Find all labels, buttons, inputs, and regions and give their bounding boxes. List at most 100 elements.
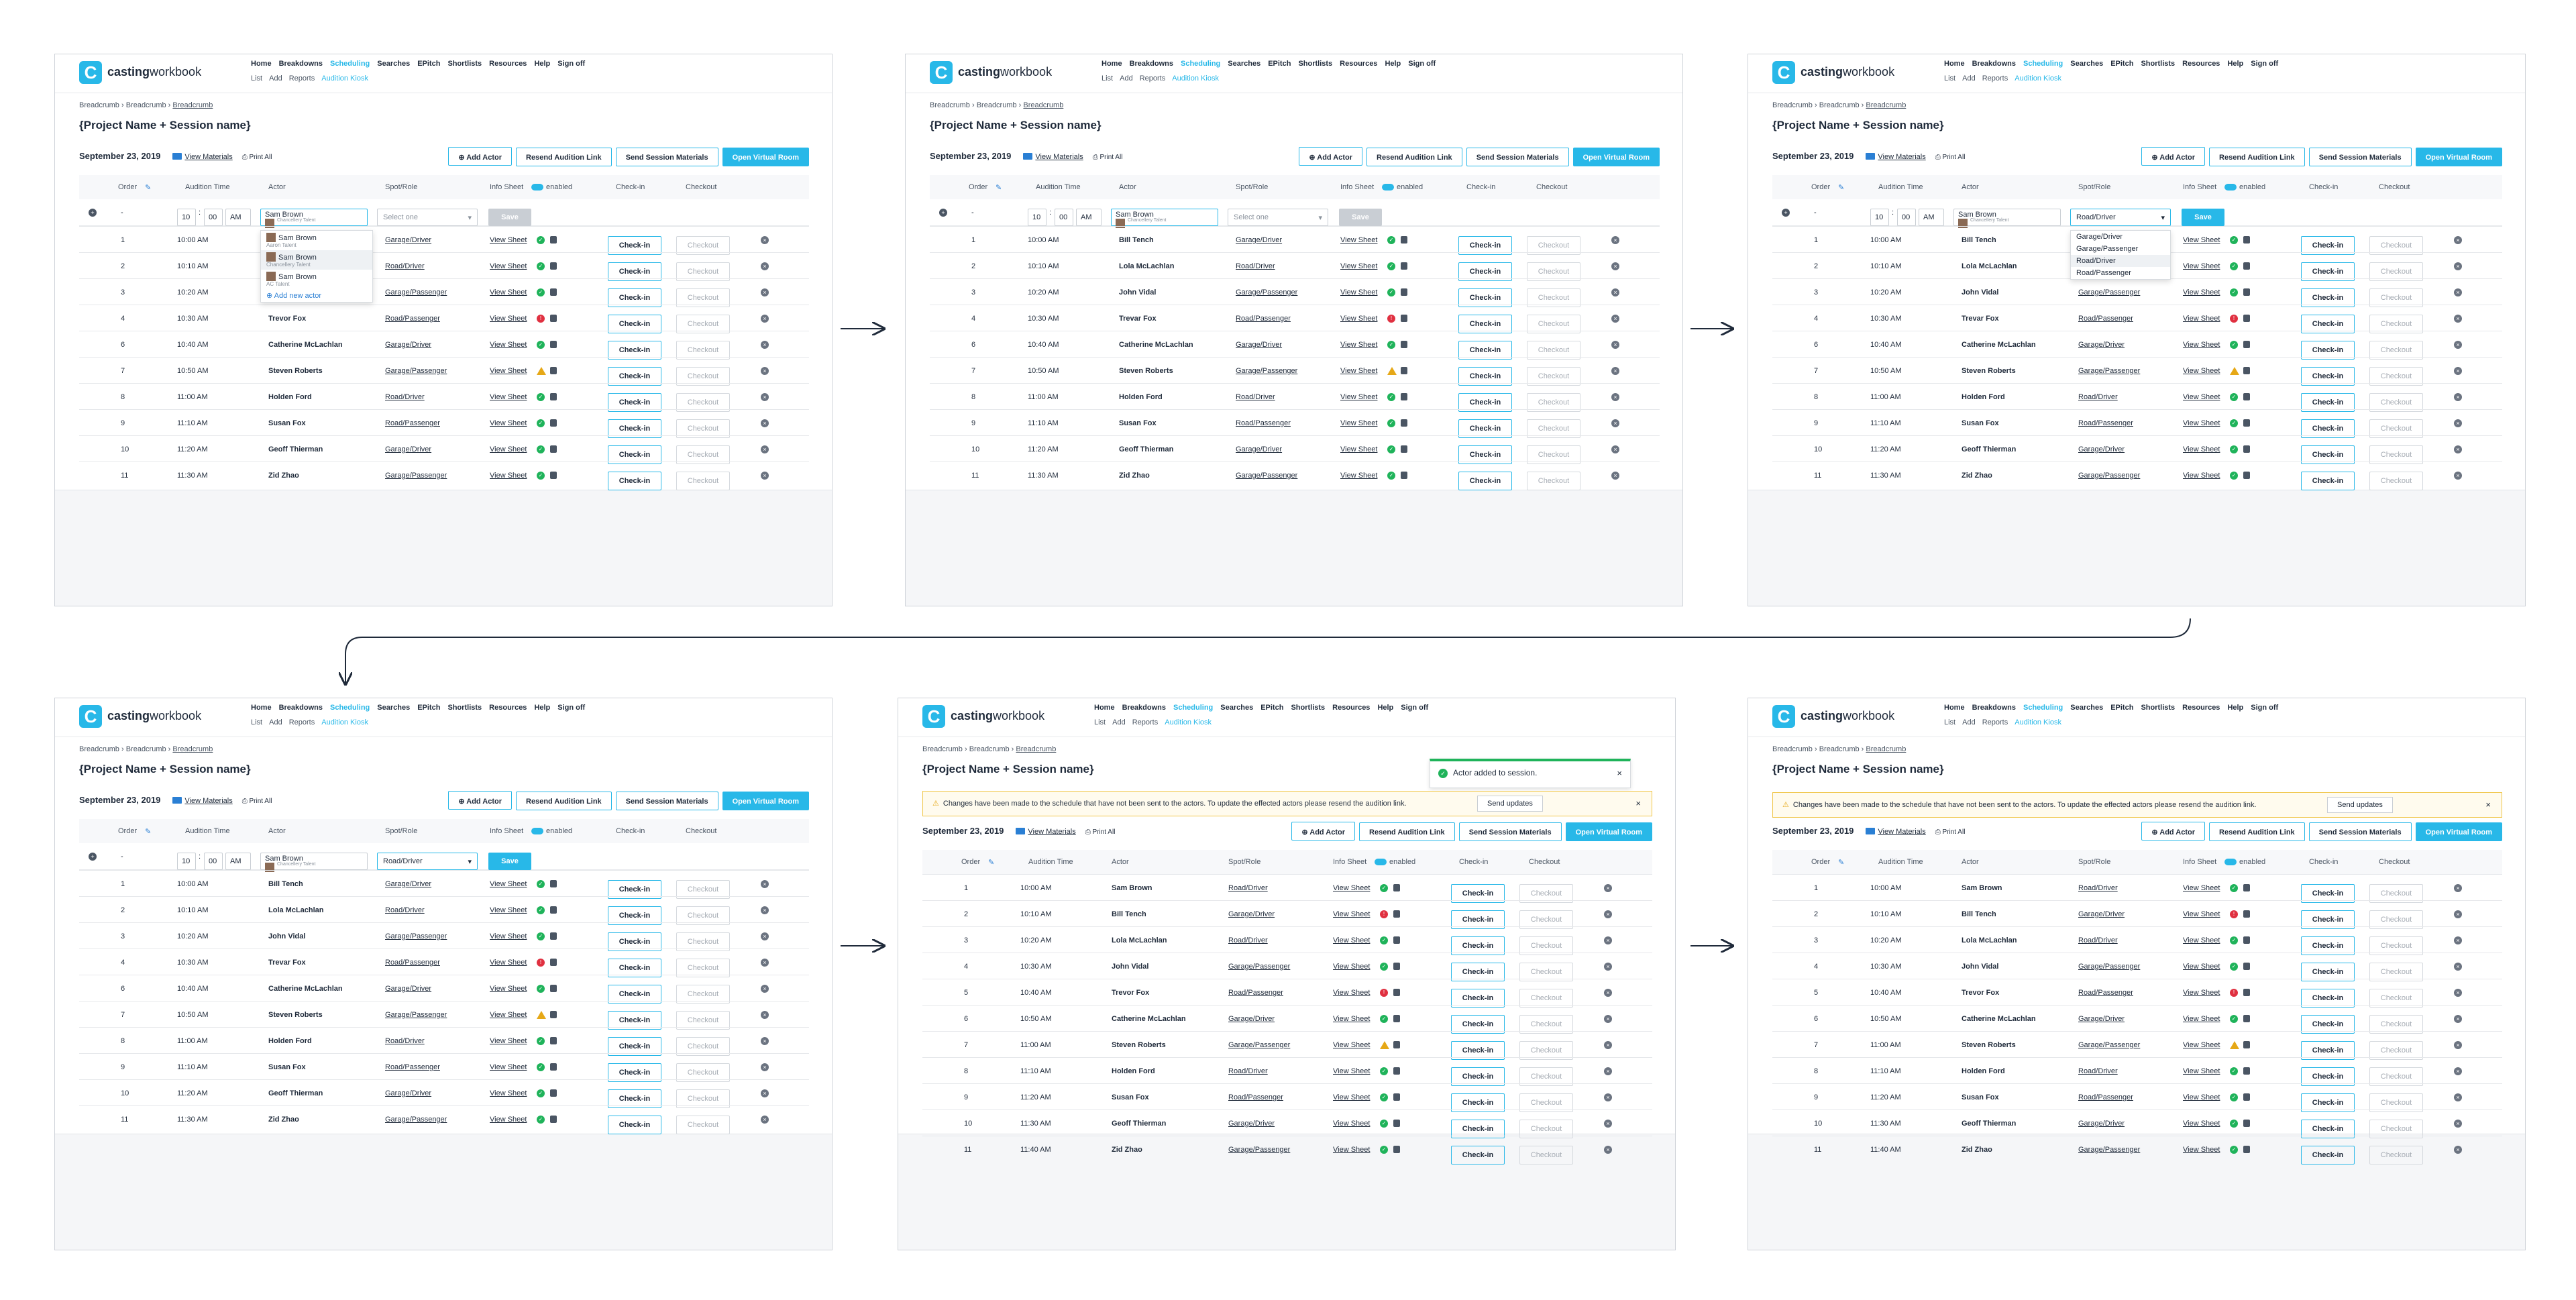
check-in-button[interactable]: Check-in [2301, 1041, 2355, 1060]
breadcrumb-item[interactable]: Breadcrumb [1023, 101, 1064, 109]
view-sheet-link[interactable]: View Sheet [1340, 393, 1378, 401]
view-sheet-link[interactable]: View Sheet [1340, 288, 1378, 296]
view-sheet-link[interactable]: View Sheet [1333, 884, 1371, 892]
send-session-materials-button[interactable]: Send Session Materials [1466, 148, 1569, 166]
pencil-icon[interactable]: ✎ [996, 184, 1002, 192]
row-spot-role[interactable]: Road/Passenger [385, 1063, 440, 1071]
row-actor[interactable]: Zid Zhao [1119, 472, 1150, 480]
check-in-button[interactable]: Check-in [608, 393, 661, 412]
remove-icon[interactable]: × [2454, 445, 2462, 453]
row-spot-role[interactable]: Garage/Passenger [2078, 472, 2141, 480]
print-icon[interactable] [550, 1116, 557, 1123]
actor-search-input[interactable]: Sam Brown Chancellery Talent [1111, 209, 1218, 228]
print-icon[interactable] [2243, 472, 2250, 479]
remove-icon[interactable]: × [761, 315, 769, 323]
close-icon[interactable]: × [2485, 800, 2491, 810]
print-icon[interactable] [550, 1011, 557, 1018]
subnav-list[interactable]: List [1944, 74, 1956, 83]
check-in-button[interactable]: Check-in [1458, 236, 1512, 255]
print-icon[interactable] [1393, 936, 1400, 944]
check-in-button[interactable]: Check-in [2301, 472, 2355, 490]
nav-resources[interactable]: Resources [489, 704, 527, 712]
nav-resources[interactable]: Resources [2182, 60, 2220, 68]
remove-icon[interactable]: × [2454, 1015, 2462, 1023]
subnav-list[interactable]: List [1102, 74, 1114, 83]
breadcrumb-item[interactable]: Breadcrumb [1866, 101, 1907, 109]
pencil-icon[interactable]: ✎ [1838, 859, 1845, 867]
row-actor[interactable]: Lola McLachlan [1962, 936, 2017, 944]
print-icon[interactable] [1393, 1015, 1400, 1022]
row-spot-role[interactable]: Road/Passenger [385, 315, 440, 323]
view-sheet-link[interactable]: View Sheet [2183, 262, 2220, 270]
row-actor[interactable]: Geoff Thierman [1962, 445, 2017, 453]
row-actor[interactable]: Zid Zhao [1962, 472, 1992, 480]
remove-icon[interactable]: × [1611, 367, 1619, 375]
row-spot-role[interactable]: Road/Passenger [385, 959, 440, 967]
send-session-materials-button[interactable]: Send Session Materials [2308, 148, 2412, 166]
remove-icon[interactable]: × [2454, 1041, 2462, 1049]
row-spot-role[interactable]: Garage/Passenger [2078, 1146, 2141, 1154]
row-actor[interactable]: Geoff Thierman [1112, 1120, 1167, 1128]
print-icon[interactable] [2243, 341, 2250, 348]
minute-input[interactable]: 00 [1055, 209, 1073, 226]
breadcrumb-item[interactable]: Breadcrumb [79, 101, 119, 109]
view-sheet-link[interactable]: View Sheet [2183, 472, 2220, 480]
nav-scheduling[interactable]: Scheduling [2023, 704, 2063, 712]
print-icon[interactable] [550, 1037, 557, 1044]
remove-icon[interactable]: × [761, 1063, 769, 1071]
view-sheet-link[interactable]: View Sheet [2183, 341, 2220, 349]
row-spot-role[interactable]: Garage/Passenger [1236, 472, 1298, 480]
row-actor[interactable]: Bill Tench [1112, 910, 1146, 918]
row-actor[interactable]: Sam Brown [1112, 884, 1152, 892]
check-in-button[interactable]: Check-in [608, 959, 661, 977]
subnav-audition-kiosk[interactable]: Audition Kiosk [2015, 718, 2061, 726]
remove-icon[interactable]: × [761, 262, 769, 270]
row-actor[interactable]: Holden Ford [268, 393, 312, 401]
toggle-switch[interactable] [531, 828, 543, 834]
check-in-button[interactable]: Check-in [2301, 989, 2355, 1008]
check-in-button[interactable]: Check-in [608, 419, 661, 438]
print-icon[interactable] [1401, 236, 1407, 243]
print-icon[interactable] [1401, 367, 1407, 374]
print-icon[interactable] [1393, 1041, 1400, 1048]
subnav-list[interactable]: List [1094, 718, 1106, 726]
ampm-select[interactable]: AM [225, 209, 251, 226]
remove-icon[interactable]: × [2454, 910, 2462, 918]
nav-sign-off[interactable]: Sign off [557, 704, 586, 712]
role-select[interactable]: Select one ▾ [377, 209, 478, 226]
row-actor[interactable]: Steven Roberts [1112, 1041, 1166, 1049]
view-materials-link[interactable]: View Materials [1866, 153, 1926, 161]
subnav-add[interactable]: Add [1962, 718, 1976, 726]
print-icon[interactable] [2243, 989, 2250, 996]
row-spot-role[interactable]: Garage/Passenger [385, 1116, 447, 1124]
actor-search-input[interactable]: Sam Brown Chancellery Talent [260, 209, 368, 228]
breadcrumb-item[interactable]: Breadcrumb [1866, 745, 1907, 753]
subnav-reports[interactable]: Reports [288, 718, 315, 726]
nav-resources[interactable]: Resources [489, 60, 527, 68]
view-sheet-link[interactable]: View Sheet [2183, 1041, 2220, 1049]
resend-audition-link-button[interactable]: Resend Audition Link [516, 792, 612, 810]
nav-help[interactable]: Help [1385, 60, 1401, 68]
row-spot-role[interactable]: Garage/Passenger [2078, 367, 2141, 375]
check-in-button[interactable]: Check-in [608, 985, 661, 1004]
row-actor[interactable]: Steven Roberts [1962, 367, 2016, 375]
view-sheet-link[interactable]: View Sheet [490, 341, 527, 349]
check-in-button[interactable]: Check-in [2301, 1120, 2355, 1138]
print-icon[interactable] [1393, 1120, 1400, 1127]
actor-option[interactable]: Sam Brown Chancellery Talent [261, 250, 372, 270]
resend-audition-link-button[interactable]: Resend Audition Link [1359, 822, 1455, 841]
print-icon[interactable] [2243, 884, 2250, 891]
pencil-icon[interactable]: ✎ [988, 859, 995, 867]
remove-icon[interactable]: × [1604, 1120, 1612, 1128]
add-row-icon[interactable]: + [939, 209, 947, 217]
nav-shortlists[interactable]: Shortlists [2141, 60, 2176, 68]
nav-shortlists[interactable]: Shortlists [2141, 704, 2176, 712]
view-sheet-link[interactable]: View Sheet [2183, 936, 2220, 944]
subnav-reports[interactable]: Reports [288, 74, 315, 83]
role-select[interactable]: Road/Driver ▾ [377, 853, 478, 870]
remove-icon[interactable]: × [761, 932, 769, 940]
row-spot-role[interactable]: Garage/Driver [385, 880, 432, 888]
print-icon[interactable] [2243, 1146, 2250, 1153]
view-sheet-link[interactable]: View Sheet [490, 236, 527, 244]
row-actor[interactable]: Geoff Thierman [268, 445, 323, 453]
